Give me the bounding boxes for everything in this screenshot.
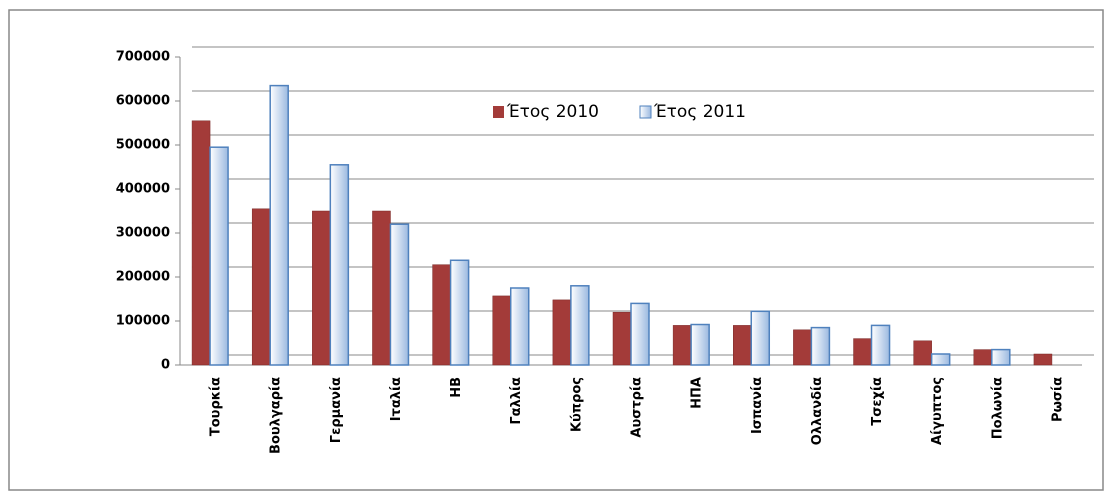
y-tick-label: 200000 bbox=[116, 270, 170, 285]
bar bbox=[209, 146, 229, 366]
bar bbox=[389, 223, 410, 366]
x-tick-label: Ρωσία bbox=[1050, 377, 1065, 422]
bar bbox=[329, 164, 350, 366]
bar bbox=[251, 208, 271, 366]
bar bbox=[312, 210, 331, 366]
y-tick-label: 600000 bbox=[116, 94, 170, 109]
bar bbox=[432, 264, 451, 366]
y-tick-label: 500000 bbox=[116, 138, 170, 153]
bar bbox=[570, 285, 590, 366]
x-tick-label: ΗΒ bbox=[449, 377, 464, 398]
x-tick-label: ΗΠΑ bbox=[690, 377, 705, 409]
bar bbox=[509, 287, 530, 366]
bar bbox=[672, 325, 692, 366]
x-tick-label: Αίγυπτος bbox=[930, 377, 945, 445]
y-tick-label: 100000 bbox=[116, 314, 170, 329]
x-tick-label: Πολωνία bbox=[990, 377, 1005, 439]
bar bbox=[630, 302, 650, 366]
bar bbox=[191, 120, 211, 366]
bar bbox=[492, 295, 511, 366]
y-tick-label: 700000 bbox=[116, 50, 170, 65]
bar bbox=[269, 84, 289, 366]
bar bbox=[930, 353, 951, 366]
bar bbox=[1033, 353, 1053, 366]
bar bbox=[372, 210, 391, 366]
x-tick-label: Τουρκία bbox=[209, 377, 224, 436]
x-tick-label: Γερμανία bbox=[329, 377, 344, 443]
y-tick-label: 300000 bbox=[116, 226, 170, 241]
x-tick-label: Γαλλία bbox=[509, 377, 524, 425]
bar bbox=[991, 348, 1011, 366]
x-tick-label: Κύπρος bbox=[569, 377, 584, 432]
bar bbox=[853, 338, 872, 366]
legend-label: Έτος 2010 bbox=[506, 102, 599, 122]
x-tick-label: Τσεχία bbox=[870, 377, 885, 426]
x-tick-label: Ολλανδία bbox=[810, 377, 825, 445]
bar bbox=[750, 310, 771, 366]
y-tick-label: 0 bbox=[161, 358, 170, 373]
bar bbox=[913, 340, 932, 366]
chart-frame bbox=[8, 9, 1104, 491]
legend-swatch bbox=[493, 106, 504, 118]
bar bbox=[973, 349, 993, 366]
bar bbox=[449, 259, 470, 366]
x-tick-label: Ιταλία bbox=[389, 377, 404, 421]
x-tick-label: Βουλγαρία bbox=[269, 377, 284, 454]
x-tick-label: Αυστρία bbox=[630, 377, 645, 438]
bar bbox=[612, 311, 632, 366]
legend-swatch bbox=[639, 105, 652, 119]
y-tick-label: 400000 bbox=[116, 182, 170, 197]
bar bbox=[793, 329, 812, 366]
bar bbox=[810, 326, 831, 366]
legend-label: Έτος 2011 bbox=[653, 102, 746, 122]
bar bbox=[552, 299, 572, 366]
bar bbox=[690, 323, 710, 366]
bar bbox=[870, 324, 891, 366]
bar bbox=[733, 325, 752, 366]
x-tick-label: Ισπανία bbox=[750, 377, 765, 434]
